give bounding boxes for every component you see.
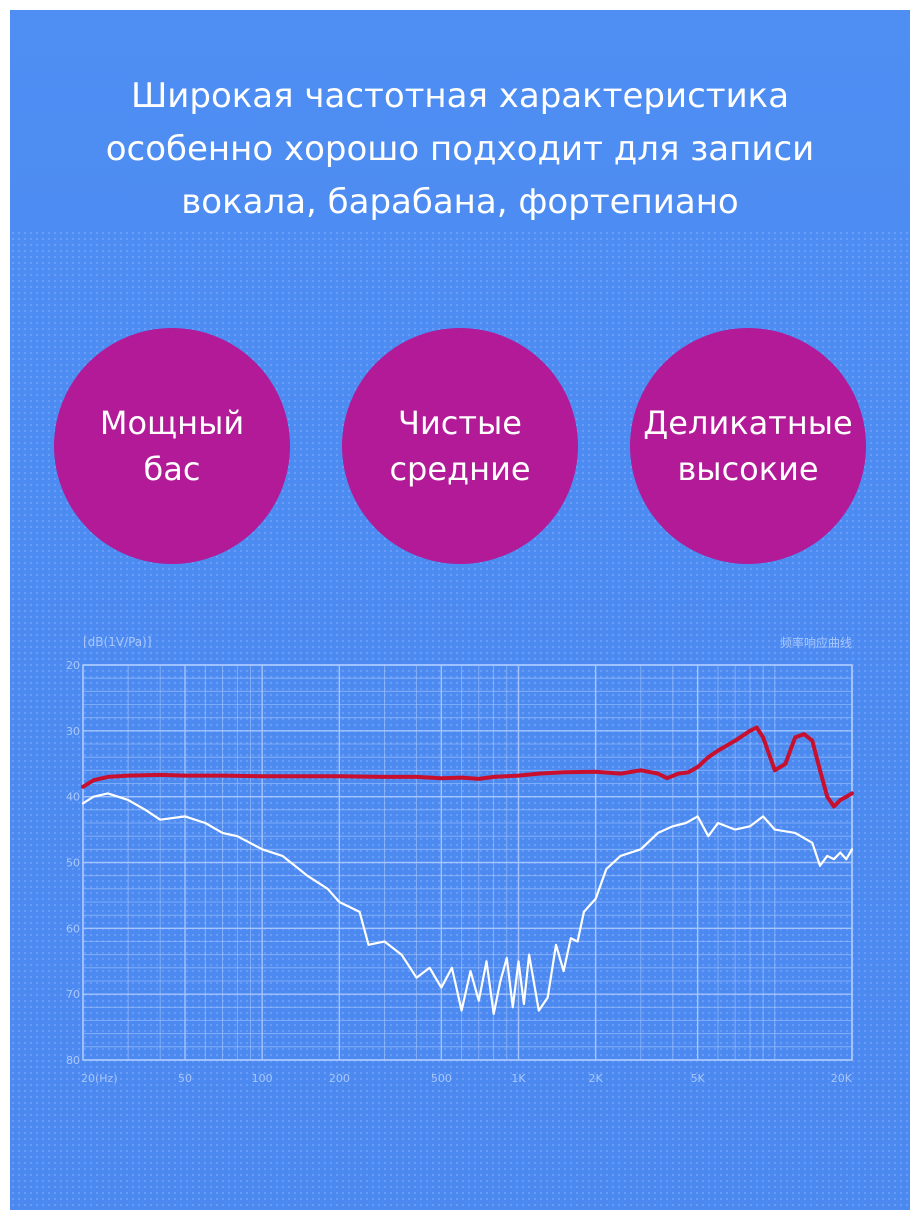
x-tick-label: 500 [431, 1072, 452, 1085]
frequency-response-chart: [dB(1V/Pa)] 频率响应曲线 20 30 40 50 60 70 80 20(Hz)… [66, 635, 854, 1085]
feature-circle-highs: Деликатные высокие [630, 328, 866, 564]
product-banner: Широкая частотная характеристика особенн… [10, 10, 910, 1210]
headline-line-1: Широкая частотная характеристика [130, 76, 790, 116]
chart-title: 频率响应曲线 [780, 635, 852, 650]
feature-circle-mids: Чистые средние [342, 328, 578, 564]
x-tick-label: 200 [329, 1072, 350, 1085]
chart-y-ticks: 20 30 40 50 60 70 80 [66, 659, 80, 1067]
y-tick-label: 30 [66, 725, 80, 738]
chart-ylabel: [dB(1V/Pa)] [83, 635, 152, 649]
red-response-curve [81, 725, 854, 809]
y-tick-label: 50 [66, 857, 80, 870]
x-tick-label: 2K [589, 1072, 604, 1085]
x-tick-label: 20(Hz) [81, 1072, 118, 1085]
y-tick-label: 60 [66, 922, 80, 935]
x-tick-label: 1K [511, 1072, 526, 1085]
feature-circle-bass: Мощный бас [54, 328, 290, 564]
x-tick-label: 5K [691, 1072, 706, 1085]
headline: Широкая частотная характеристика особенн… [10, 70, 910, 229]
x-tick-label: 20K [831, 1072, 853, 1085]
feature-mids-line-1: Чистые [398, 404, 522, 442]
feature-highs-line-2: высокие [677, 450, 819, 488]
feature-bass-line-2: бас [143, 450, 201, 488]
headline-line-3: вокала, барабана, фортепиано [181, 182, 739, 222]
feature-bass-line-1: Мощный [99, 404, 245, 442]
chart-series [81, 725, 854, 1016]
x-tick-label: 100 [252, 1072, 273, 1085]
y-tick-label: 70 [66, 988, 80, 1001]
feature-highs-line-1: Деликатные [643, 404, 853, 442]
headline-line-2: особенно хорошо подходит для записи [105, 129, 815, 169]
y-tick-label: 40 [66, 791, 80, 804]
feature-mids-line-2: средние [389, 450, 531, 488]
chart-grid [82, 664, 853, 1061]
y-tick-label: 20 [66, 659, 80, 672]
x-tick-label: 50 [178, 1072, 192, 1085]
chart-x-ticks: 20(Hz) 50 100 200 500 1K 2K 5K 20K [81, 1072, 853, 1085]
white-response-curve [81, 792, 854, 1016]
y-tick-label: 80 [66, 1054, 80, 1067]
